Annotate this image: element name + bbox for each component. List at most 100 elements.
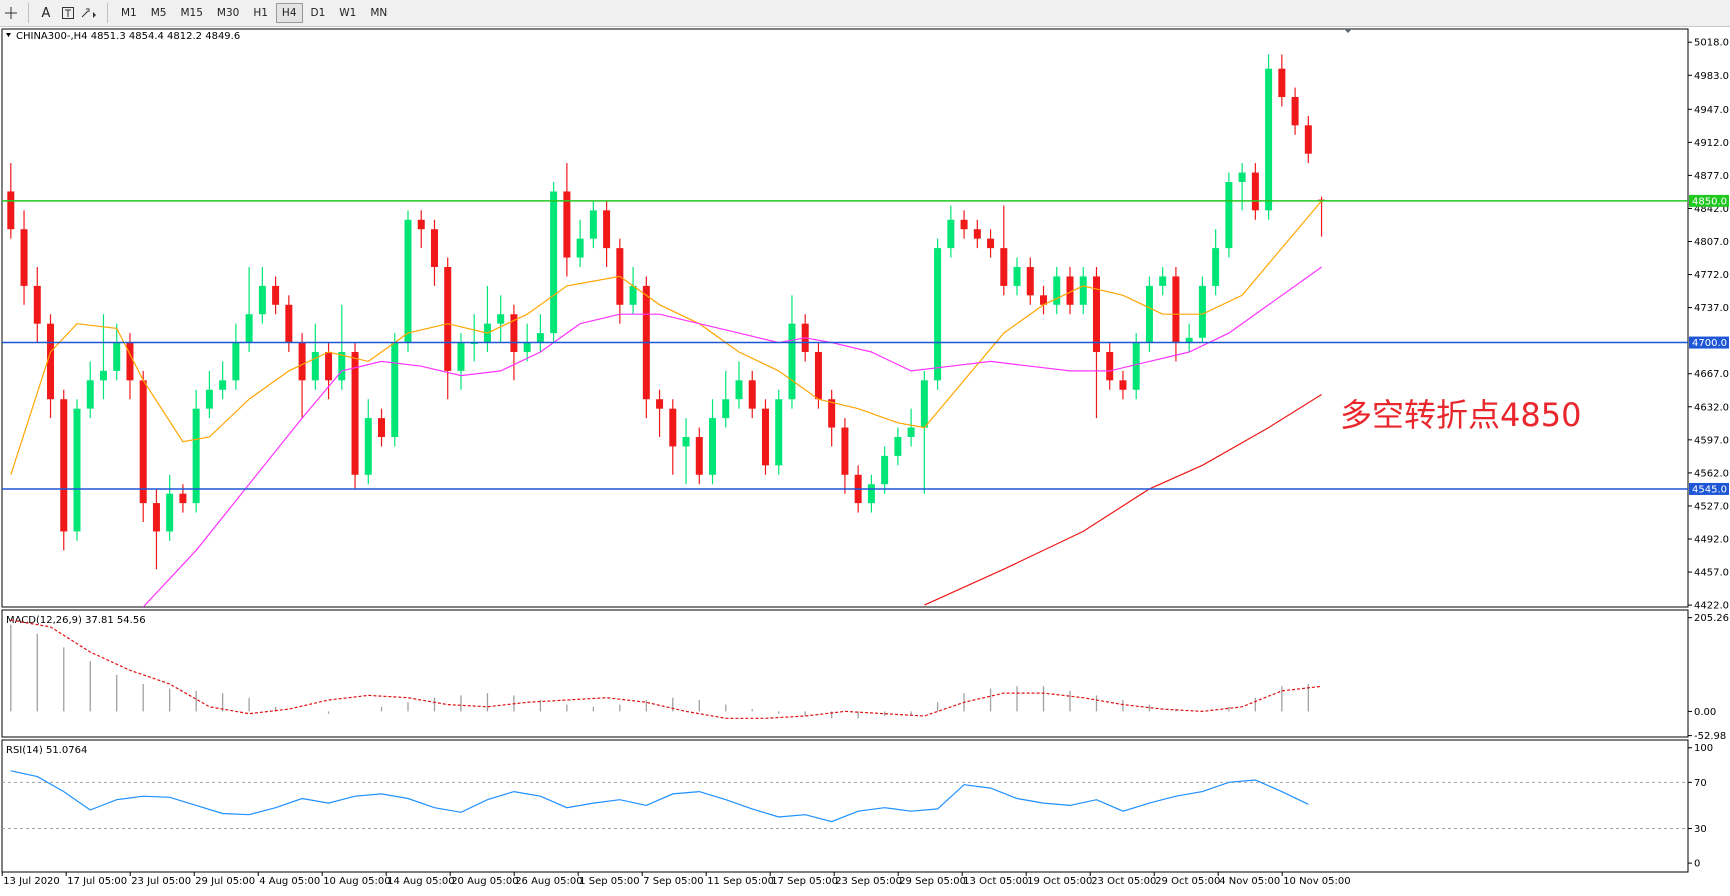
candle-body: [47, 323, 55, 400]
crosshair-tool[interactable]: [0, 2, 22, 24]
macd-panel: [1, 609, 1689, 738]
y-tick-label: 4492.0: [1694, 535, 1729, 546]
x-tick-label: 17 Jul 05:00: [67, 876, 127, 887]
candle-body: [378, 418, 386, 437]
candle-body: [669, 408, 677, 447]
plot: [10, 770, 1309, 823]
candle-body: [311, 352, 319, 381]
separator: [107, 3, 108, 23]
y-tick-label: 4772.0: [1694, 270, 1729, 281]
arrows-tool[interactable]: [79, 2, 101, 24]
plot: [7, 54, 1326, 607]
candle-body: [536, 333, 544, 343]
timeframe-button[interactable]: MN: [370, 7, 388, 19]
y-tick-label: 4947.0: [1694, 105, 1729, 116]
macd-title: MACD(12,26,9) 37.81 54.56: [6, 615, 146, 626]
x-tick-label: 1 Sep 05:00: [579, 876, 639, 887]
menu-arrow: [6, 33, 11, 37]
main-panel: [1, 28, 1689, 608]
candle-body: [576, 238, 584, 258]
annotation: 多空转折点4850: [1340, 396, 1581, 434]
candle-body: [33, 285, 41, 324]
x-tick-label: 17 Sep 05:00: [771, 876, 838, 887]
candle-body: [709, 418, 717, 475]
candle-body: [1106, 352, 1114, 381]
timeframe-button[interactable]: H4: [275, 3, 303, 23]
candle-body: [748, 380, 756, 409]
candle-body: [391, 342, 399, 437]
timeframe-button[interactable]: M5: [150, 7, 167, 19]
y-tick-label: 4457.0: [1694, 568, 1729, 579]
y-tick-label: 4632.0: [1694, 402, 1729, 413]
candle-body: [1119, 380, 1127, 390]
candle-body: [86, 380, 94, 409]
candle-body: [1066, 276, 1074, 305]
y-tick-label: 70: [1694, 778, 1707, 789]
candle-body: [1291, 97, 1299, 126]
candle-body: [867, 484, 875, 504]
timeframe-button[interactable]: D1: [310, 7, 326, 19]
candle-body: [1198, 285, 1206, 338]
candle-body: [1053, 276, 1061, 305]
candle-body: [656, 399, 664, 409]
candle-body: [1251, 172, 1259, 211]
candle-body: [404, 219, 412, 343]
candle-body: [841, 427, 849, 475]
candle-body: [947, 219, 955, 249]
rsi-title: RSI(14) 51.0764: [6, 745, 87, 756]
candle-body: [232, 342, 240, 381]
candle-body: [1238, 172, 1246, 182]
candle-body: [219, 380, 227, 390]
candle-body: [338, 352, 346, 381]
timeframe-button[interactable]: H1: [253, 7, 268, 19]
y-tick-label: 4912.0: [1694, 138, 1729, 149]
candle-body: [126, 342, 134, 381]
candle-body: [1212, 248, 1220, 286]
x-tick-label: 13 Oct 05:00: [963, 876, 1028, 887]
candle-body: [550, 191, 558, 334]
candle-body: [1225, 182, 1233, 249]
candle-body: [960, 219, 968, 230]
candle-body: [1159, 276, 1167, 286]
timeframe-button[interactable]: M1: [121, 7, 137, 19]
x-tick-label: 4 Aug 05:00: [259, 876, 320, 887]
y-tick-label: 4737.0: [1694, 303, 1729, 314]
candle-body: [113, 342, 121, 371]
x-tick-label: 13 Jul 2020: [3, 876, 60, 887]
candle-body: [179, 493, 187, 504]
y-tick-label: 0: [1694, 859, 1700, 870]
candle-body: [1013, 267, 1021, 286]
toolbar: A M1 M5 M15 M30 H1 H4 D1 W1 MN: [0, 0, 1730, 27]
x-tick-label: 29 Oct 05:00: [1155, 876, 1220, 887]
candle-body: [325, 352, 333, 381]
timeframe-button[interactable]: W1: [339, 7, 357, 19]
candle-body: [73, 408, 81, 532]
candle-body: [1185, 337, 1193, 343]
candle-body: [523, 342, 531, 352]
x-tick-label: 10 Nov 05:00: [1283, 876, 1350, 887]
candle-body: [1304, 125, 1312, 154]
candle-body: [920, 380, 928, 428]
y-tick-label: 100: [1694, 743, 1713, 754]
timeframe-button[interactable]: M15: [180, 7, 203, 19]
shift-marker: [1344, 29, 1352, 33]
y-tick-label: 4597.0: [1694, 435, 1729, 446]
candle-body: [1145, 285, 1153, 343]
candle-body: [430, 229, 438, 267]
candle-body: [987, 238, 995, 249]
text-tool[interactable]: A: [41, 5, 51, 21]
timeframe-button[interactable]: M30: [216, 7, 240, 19]
x-tick-label: 10 Aug 05:00: [323, 876, 390, 887]
candle-body: [1172, 276, 1180, 343]
label-tool[interactable]: [57, 2, 79, 24]
candle-body: [285, 304, 293, 343]
y-tick-label: 4422.0: [1694, 601, 1729, 612]
y-tick-label: 0.00: [1694, 707, 1716, 718]
candle-body: [444, 267, 452, 371]
moving-average: [10, 200, 1323, 475]
x-tick-label: 26 Aug 05:00: [515, 876, 582, 887]
y-tick-label: 30: [1694, 824, 1707, 835]
plot: [10, 619, 1322, 719]
